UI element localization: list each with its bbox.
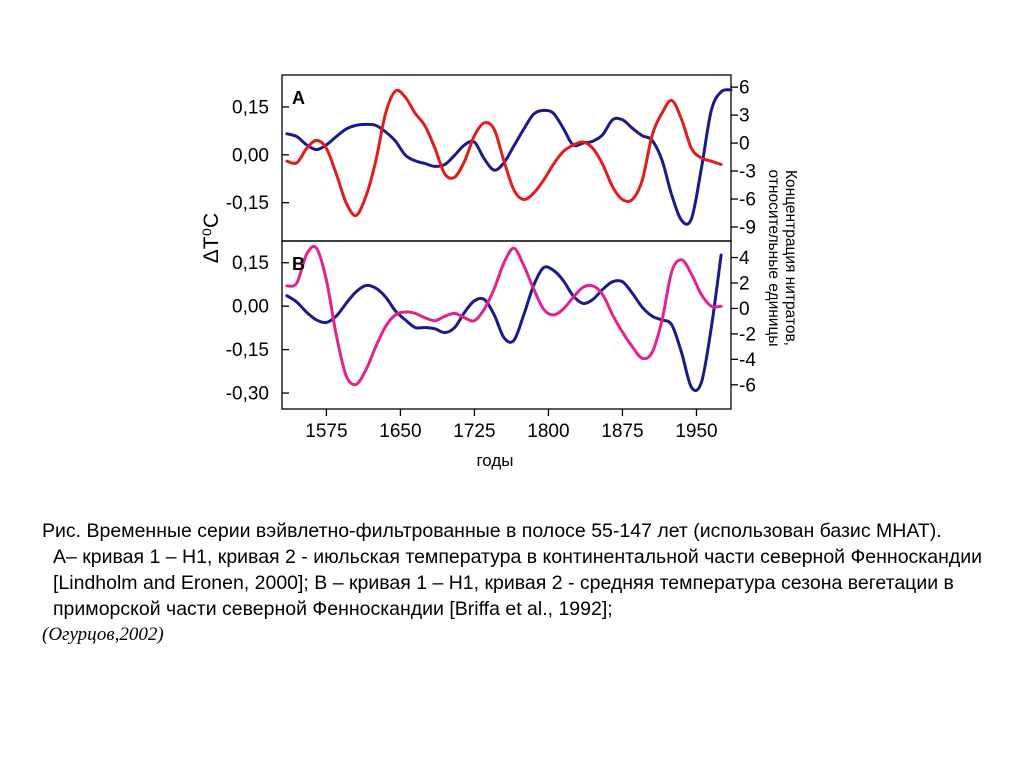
x-tick-label: 1875 [601,421,643,442]
right-y-tick-label: -4 [739,350,756,371]
caption-source: (Огурцов,2002) [42,624,164,645]
right-y-tick-label: 3 [739,106,750,127]
caption-title: Рис. Временные серии вэйвлетно-фильтрова… [42,520,942,542]
right-y-tick-label: -3 [739,162,756,183]
right-y-tick-label: 0 [739,134,750,155]
right-y-tick-label: 0 [739,299,750,320]
panel-letter: A [292,88,305,108]
x-tick-label: 1800 [527,421,569,442]
right-y-tick-label: -9 [739,218,756,239]
right-y-tick-label: -6 [739,375,756,396]
y-tick-label: 0,15 [232,97,269,118]
x-tick-label: 1650 [379,421,421,442]
series-line-curve-1 [285,253,723,392]
panel-letter: B [292,254,305,274]
right-axis-label-line-1: Концентрация нитратов, [782,170,799,346]
series-line-curve-2 [285,88,723,218]
y-tick-label: -0,15 [226,340,269,361]
y-tick-label: 0,15 [232,253,269,274]
plot-frame [281,240,732,410]
x-tick-label: 1725 [453,421,495,442]
chart: 0,15 0,00 -0,15 6 3 0 -3 -6 -9 A 0,15 0,00 -0,15 -0,… [200,74,799,470]
right-y-tick-label: 2 [739,274,750,295]
caption-description: А– кривая 1 – Н1, кривая 2 - июльская те… [53,546,983,620]
panel-b: 0,15 0,00 -0,15 -0,30 4 2 0 -2 -4 -6 B [226,240,756,410]
series-line-curve-2 [285,244,723,387]
right-y-tick-label: 6 [739,78,750,99]
y-tick-label: -0,15 [226,193,269,214]
x-tick-label: 1575 [305,421,347,442]
right-y-tick-label: -2 [739,324,756,345]
left-axis-label: ΔT⁰C [200,213,223,263]
series-line-curve-1 [285,88,733,226]
right-axis-label-line-2: относительные единицы [765,170,782,347]
right-y-tick-label: 4 [739,248,750,269]
x-tick-label: 1950 [675,421,717,442]
panel-a: 0,15 0,00 -0,15 6 3 0 -3 -6 -9 A [226,74,756,242]
figure-caption: Рис. Временные серии вэйвлетно-фильтрова… [42,518,1002,648]
y-tick-label: 0,00 [232,145,269,166]
right-y-tick-label: -6 [739,190,756,211]
x-axis-label: годы [476,451,513,470]
y-tick-label: 0,00 [232,297,269,318]
right-axis-label: Концентрация нитратов, относительные еди… [765,170,799,347]
x-axis: 1575 1650 1725 1800 1875 1950 [305,409,718,442]
y-tick-label: -0,30 [226,384,269,405]
